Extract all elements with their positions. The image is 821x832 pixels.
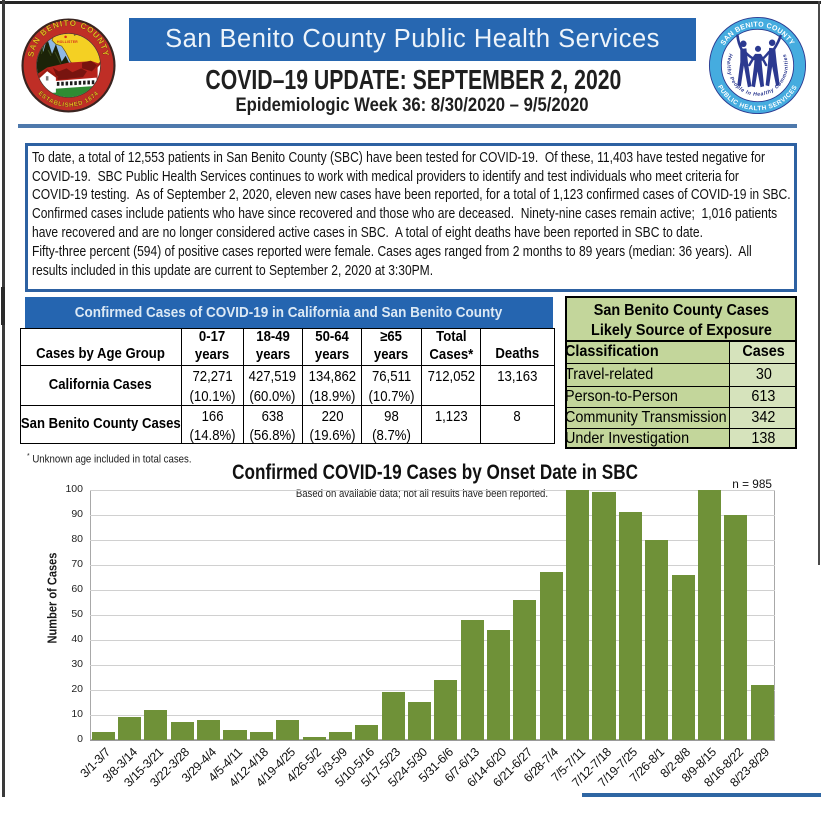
svg-text:HOLLISTER: HOLLISTER — [57, 40, 78, 44]
